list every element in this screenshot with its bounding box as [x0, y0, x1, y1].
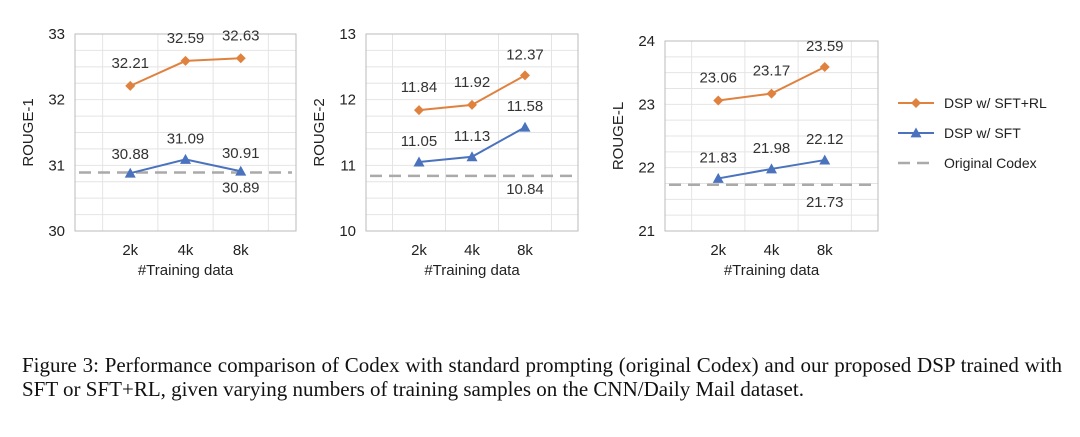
legend-label: DSP w/ SFT+RL — [944, 95, 1047, 111]
data-label: 32.59 — [167, 30, 205, 47]
x-tick-label: 4k — [464, 242, 480, 259]
data-point-sft — [413, 156, 425, 167]
data-label: 32.63 — [222, 27, 260, 44]
data-label: 23.17 — [753, 63, 791, 80]
data-point-sft-rl — [819, 61, 830, 72]
x-tick-label: 8k — [233, 242, 249, 259]
y-tick-label: 21 — [638, 223, 655, 240]
x-axis-label: #Training data — [138, 262, 234, 279]
data-label: 12.37 — [506, 46, 544, 63]
data-label: 30.88 — [111, 146, 149, 163]
data-point-sft — [712, 172, 724, 183]
data-point-sft-rl — [414, 105, 424, 116]
legend-marker-diamond — [911, 98, 921, 108]
data-label: 11.58 — [507, 98, 543, 115]
legend-item: DSP w/ SFT — [898, 125, 1021, 141]
y-tick-label: 11 — [340, 157, 356, 174]
baseline-data-label: 30.89 — [222, 180, 260, 197]
y-tick-label: 13 — [339, 26, 356, 43]
data-label: 31.09 — [167, 130, 205, 147]
figure: 30 31 32 33 2k 4k 8k #Training data ROUGE-1 30.89… — [20, 26, 1047, 279]
y-tick-label: 10 — [339, 223, 356, 240]
panel-rouge-l: 21 22 23 24 2k 4k 8k #Training data ROUGE-L 21.73… — [610, 33, 879, 279]
baseline-data-label: 21.73 — [806, 194, 844, 211]
data-point-sft-rl — [125, 80, 136, 91]
data-point-sft — [124, 167, 136, 178]
data-point-sft-rl — [467, 99, 477, 110]
baseline-data-label: 10.84 — [506, 181, 544, 198]
legend-label: DSP w/ SFT — [944, 125, 1021, 141]
y-axis-label: ROUGE-2 — [311, 98, 328, 166]
data-point-sft-rl — [713, 95, 724, 106]
x-tick-label: 4k — [764, 242, 780, 259]
panel-rouge-1: 30 31 32 33 2k 4k 8k #Training data ROUGE-1 30.89… — [20, 26, 297, 279]
data-label: 30.91 — [222, 145, 260, 162]
data-label: 11.13 — [454, 128, 490, 145]
legend-label: Original Codex — [944, 155, 1037, 171]
data-label: 11.84 — [401, 79, 437, 96]
legend-item: Original Codex — [898, 155, 1037, 171]
data-label: 23.06 — [699, 70, 737, 87]
plot-border — [74, 33, 297, 232]
data-point-sft — [519, 121, 531, 132]
data-point-sft-rl — [766, 88, 777, 99]
x-tick-label: 4k — [178, 242, 194, 259]
chart-figure: 30 31 32 33 2k 4k 8k #Training data ROUGE-1 30.89… — [20, 26, 1047, 279]
panel-rouge-2: 10 11 12 13 2k 4k 8k #Training data ROUGE-2 10.84… — [311, 26, 579, 279]
plot-border — [365, 33, 579, 232]
legend-marker-triangle — [910, 127, 922, 138]
data-label: 22.12 — [806, 131, 844, 148]
data-label: 11.92 — [454, 74, 490, 91]
data-point-sft — [466, 151, 478, 162]
y-axis-label: ROUGE-L — [610, 102, 627, 170]
y-axis-label: ROUGE-1 — [20, 98, 37, 166]
data-label: 11.05 — [401, 133, 437, 150]
y-tick-label: 31 — [48, 157, 65, 174]
data-point-sft-rl — [235, 53, 246, 64]
y-tick-label: 24 — [638, 33, 655, 50]
y-tick-label: 33 — [48, 26, 65, 43]
legend-item: DSP w/ SFT+RL — [898, 95, 1047, 111]
y-tick-label: 23 — [638, 96, 655, 113]
figure-caption: Figure 3: Performance comparison of Code… — [22, 353, 1062, 401]
y-tick-label: 12 — [339, 92, 356, 109]
legend: DSP w/ SFT+RL DSP w/ SFT Original Codex — [898, 95, 1047, 171]
x-tick-label: 8k — [517, 242, 533, 259]
y-tick-label: 32 — [48, 92, 65, 109]
x-tick-label: 2k — [411, 242, 427, 259]
data-point-sft — [819, 154, 831, 165]
x-axis-label: #Training data — [424, 262, 520, 279]
data-label: 23.59 — [806, 38, 844, 55]
data-label: 21.83 — [699, 149, 737, 166]
y-tick-label: 22 — [638, 160, 655, 177]
x-tick-label: 8k — [817, 242, 833, 259]
x-tick-label: 2k — [122, 242, 138, 259]
data-label: 32.21 — [111, 55, 149, 72]
data-label: 21.98 — [753, 140, 791, 157]
data-point-sft — [235, 165, 247, 176]
data-point-sft — [766, 163, 777, 174]
plot-border — [664, 40, 879, 232]
x-axis-label: #Training data — [724, 262, 820, 279]
data-point-sft-rl — [180, 55, 191, 66]
x-tick-label: 2k — [710, 242, 726, 259]
y-tick-label: 30 — [48, 223, 65, 240]
data-point-sft — [180, 153, 191, 164]
data-point-sft-rl — [520, 70, 530, 81]
